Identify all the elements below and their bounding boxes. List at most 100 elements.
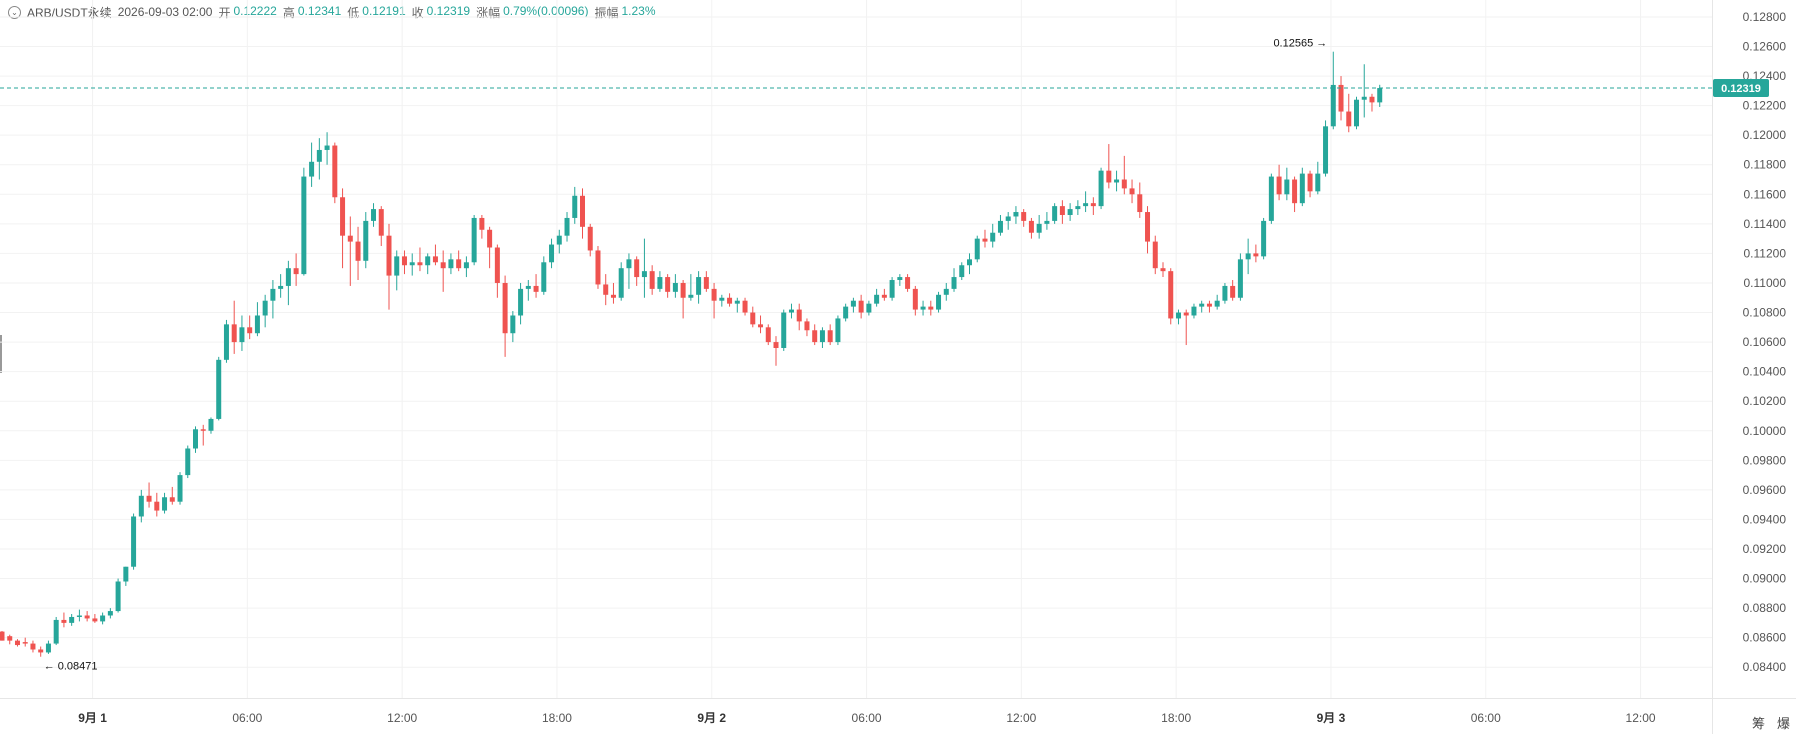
y-tick-label: 0.12600 <box>1743 40 1787 54</box>
candle <box>332 142 338 204</box>
candle <box>889 277 895 301</box>
open-label: 开 <box>218 5 231 20</box>
candle <box>657 271 663 292</box>
candle-body <box>1222 285 1228 301</box>
candle <box>301 167 307 276</box>
candle-body <box>541 262 547 292</box>
candle-body <box>1052 206 1058 221</box>
candle-body <box>1021 212 1027 221</box>
datetime-label: 2026-09-03 02:00 <box>117 5 213 19</box>
candle-body <box>107 611 113 616</box>
candle <box>703 271 709 292</box>
y-tick-label: 0.11000 <box>1744 276 1787 290</box>
x-tick-label: 12:00 <box>1626 711 1656 725</box>
candle-body <box>610 294 616 298</box>
candle <box>1152 235 1158 275</box>
candle-body <box>200 429 206 431</box>
candle-body <box>394 256 400 276</box>
x-tick-label: 9月 2 <box>697 711 726 725</box>
candle <box>448 253 454 275</box>
candle-body <box>819 330 825 343</box>
candle <box>247 315 253 340</box>
candle-body <box>440 262 446 269</box>
low-annotation: ← 0.08471 <box>44 661 98 673</box>
y-tick-label: 0.11800 <box>1744 158 1787 172</box>
candle <box>115 578 121 613</box>
candle-body <box>827 330 833 343</box>
candle-body <box>231 324 237 343</box>
candle <box>564 212 570 242</box>
y-tick-label: 0.09800 <box>1743 453 1787 467</box>
candle <box>881 288 887 301</box>
candle-body <box>680 282 686 298</box>
candle <box>874 288 880 307</box>
candle <box>1299 167 1305 207</box>
candle-body <box>967 259 972 266</box>
amplitude-value: 1.23% <box>621 3 656 18</box>
candle-body <box>866 303 872 313</box>
current-price-label: 0.12319 <box>1721 83 1761 95</box>
open-value: 0.12222 <box>233 3 277 18</box>
candle-body <box>990 232 996 242</box>
candle <box>897 274 903 286</box>
candle <box>610 282 616 304</box>
candle <box>0 631 5 641</box>
candle-body <box>1137 194 1143 213</box>
candle-body <box>1044 220 1050 224</box>
candle-body <box>1075 206 1081 210</box>
candle-body <box>1245 253 1251 260</box>
candle <box>788 303 794 319</box>
candle <box>1354 96 1359 130</box>
candle <box>1338 76 1344 121</box>
candle <box>742 297 748 316</box>
candle-body <box>564 217 570 236</box>
candle-body <box>355 241 361 261</box>
candle <box>1059 200 1065 224</box>
candle <box>510 311 516 343</box>
candle-body <box>587 226 593 251</box>
candle <box>765 324 771 346</box>
amplitude-label: 振幅 <box>594 5 619 20</box>
candle <box>1083 191 1089 213</box>
change-group: 涨幅 0.79%(0.00096) <box>476 4 588 21</box>
collapse-chevron-icon[interactable]: ⌄ <box>8 5 21 19</box>
candle <box>680 280 686 319</box>
candle-body <box>796 309 802 322</box>
candle-body <box>657 277 663 289</box>
candle-body <box>1261 220 1267 257</box>
candle-body <box>912 288 918 310</box>
candle-body <box>278 285 284 289</box>
candle <box>425 253 431 275</box>
candle-body <box>169 497 175 502</box>
candle-body <box>487 229 493 248</box>
candle <box>812 324 818 346</box>
chip-distribution-icon[interactable]: 筹 <box>1751 716 1765 731</box>
candle-body <box>1036 223 1042 233</box>
candle <box>1214 294 1220 310</box>
candle <box>1013 206 1019 224</box>
candle-body <box>1160 268 1166 272</box>
candle-body <box>518 288 524 316</box>
candle <box>781 309 787 351</box>
y-tick-label: 0.08400 <box>1743 660 1787 674</box>
candle-body <box>340 197 346 236</box>
candle <box>1106 144 1112 189</box>
candle-body <box>309 161 315 177</box>
candle <box>912 285 918 316</box>
candle <box>479 214 485 239</box>
candle <box>943 282 949 301</box>
candle <box>7 634 13 645</box>
candle <box>432 244 438 266</box>
candle-body <box>634 259 640 278</box>
candle <box>1028 217 1034 239</box>
candle <box>1191 303 1197 319</box>
liquidation-icon[interactable]: 爆 <box>1776 716 1790 731</box>
candle-body <box>1114 179 1120 183</box>
left-edge-handle[interactable] <box>0 335 2 373</box>
candle-body <box>758 324 764 328</box>
x-tick-label: 9月 3 <box>1317 711 1346 725</box>
candle <box>819 327 825 348</box>
candle-body <box>432 256 438 263</box>
y-tick-label: 0.11600 <box>1744 187 1787 201</box>
